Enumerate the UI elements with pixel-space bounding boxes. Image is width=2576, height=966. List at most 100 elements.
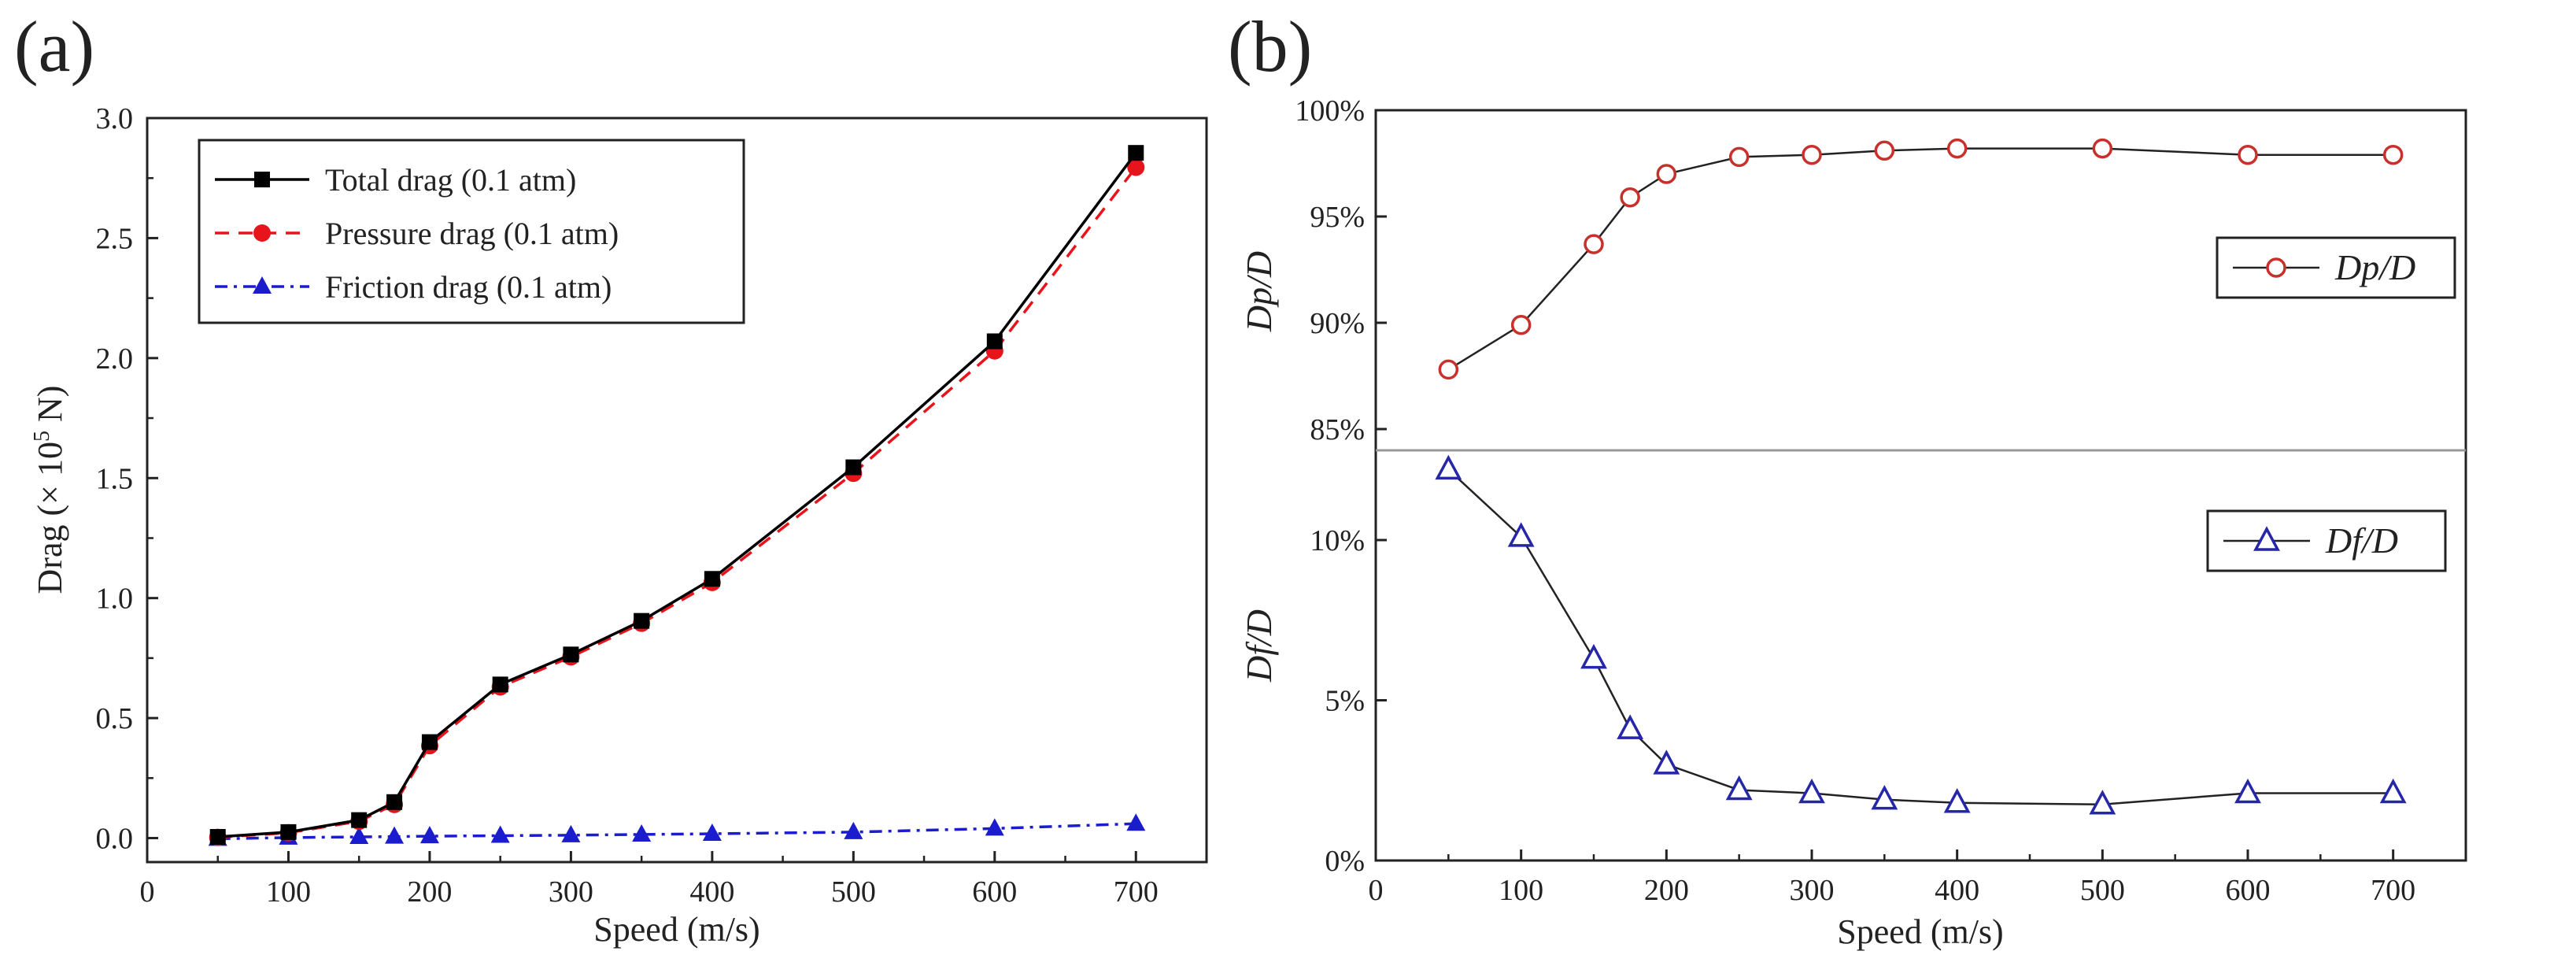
panel-b-sub1-y-tick-label: 0% [1325,845,1365,878]
panel-b-x-axis-title: Speed (m/s) [1837,912,2003,951]
panel-b-sub0-point-2 [1584,234,1604,254]
panel-a-x-tick-label: 300 [549,875,593,909]
panel-b-x-tick-label: 0 [1369,874,1384,907]
panel-a-point-s0-9 [845,459,862,476]
panel-b-bottom-y-axis-title: Df/D [1239,609,1279,683]
panel-b-x-tick-label: 600 [2226,874,2271,907]
panel-b-x-tick-label: 700 [2371,874,2415,907]
panel-a-y-tick-label: 1.5 [96,462,134,495]
panel-a-point-s0-6 [563,646,579,663]
panel-a-point-s2-8 [702,824,722,842]
panel-a-point-s0-11 [1128,145,1144,161]
panel-a-y-tick-label: 3.0 [96,102,134,135]
panel-a-point-s2-10 [985,818,1004,836]
panel-a-point-s2-6 [561,824,581,842]
panel-a-point-s1-11 [1127,158,1145,176]
panel-b-sub0-y-tick-label: 85% [1310,413,1365,446]
panel-a-point-s2-3 [385,826,405,844]
panel-b-plot-frame [1374,109,2467,862]
panel-a-point-s2-7 [632,824,652,842]
panel-a-x-axis-title: Speed (m/s) [593,910,759,949]
panel-a-x-tick-label: 600 [972,875,1017,909]
panel-b-sub1-point-8 [1943,788,1971,813]
panel-b-sub0-legend-label: Dp/D [2334,247,2415,287]
panel-a-series-line-2 [217,822,1136,841]
panel-b-sub0-point-0 [1438,359,1459,380]
panel-a-legend-marker-1 [253,224,271,242]
panel-b-sub0-point-5 [1728,146,1750,168]
panel-b-top-y-axis-title: Dp/D [1239,251,1279,332]
panel-a-x-tick-label: 200 [407,875,452,909]
panel-b-sub1-y-tick-label: 5% [1325,684,1365,717]
panel-b-sub1-point-10 [2234,778,2261,804]
panel-a-chart: 0 100 200 300 400 500 600 700 0.0 0.5 1.0 1.5 2.0 2.5… [96,102,1159,909]
panel-a-point-s0-1 [280,824,297,840]
panel-b-sub0-point-9 [2092,138,2113,159]
panel-a-point-s0-10 [986,333,1003,350]
panel-b-sub0-legend-marker [2266,257,2286,278]
panel-a-point-s0-2 [351,812,368,828]
panel-a-x-tick-label: 500 [831,875,876,909]
panel-a-point-s2-11 [1126,813,1146,831]
panel-b-x-tick-label: 500 [2080,874,2125,907]
panel-b-sub1-series-line [1447,468,2393,806]
panel-a-y-tick-label: 0.0 [96,823,134,856]
panel-a-x-tick-label: 700 [1114,875,1159,909]
panel-a-point-s2-9 [844,821,863,839]
panel-a-legend-marker-0 [254,172,270,187]
panel-a-x-tick-label: 0 [140,875,155,909]
panel-b-x-tick-label: 200 [1644,874,1689,907]
panel-a-series-line-0 [217,152,1137,838]
panel-a-y-tick-label: 2.5 [96,222,134,255]
panel-b-sub0-y-tick-label: 90% [1310,307,1365,340]
panel-a-point-s2-4 [419,826,439,844]
panel-a-legend-label-2: Friction drag (0.1 atm) [325,269,612,305]
panel-b-sub0-y-tick-label: 95% [1310,201,1365,234]
panel-a-point-s0-7 [634,613,650,629]
panel-b-sub0-point-3 [1620,187,1640,208]
panel-b-x-tick-label: 300 [1790,874,1835,907]
panel-b-sub1-point-11 [2379,778,2407,804]
panel-b-sub0-series-line [1447,147,2393,371]
panel-b-sub0-point-7 [1874,140,1895,161]
panel-a-y-tick-label: 0.5 [96,702,134,735]
panel-a-y-tick-label: 1.0 [96,583,134,616]
panel-a-point-s2-5 [490,825,510,843]
panel-a-legend-marker-2 [253,276,272,294]
panel-b-sub0-point-1 [1510,314,1532,335]
panel-a-point-s0-0 [209,828,226,845]
panel-a-point-s0-4 [421,734,438,750]
panel-a-x-tick-label: 400 [689,875,734,909]
panel-a-point-s0-3 [386,794,403,810]
panel-b-sub1-legend-marker [2253,526,2280,551]
panel-a-x-tick-label: 100 [266,875,311,909]
panel-b-sub1-point-7 [1871,784,1898,810]
panel-b-label: (b) [1228,6,1312,87]
panel-b-sub1-legend-label: Df/D [2325,520,2398,561]
panel-b-sub0-point-6 [1802,144,1822,165]
panel-b-sub1-point-3 [1617,714,1644,739]
panel-a-legend-box [198,139,745,324]
panel-b-chart: 0 100 200 300 400 500 600 700 85% 90% 95% 100% 0% 5% 1… [1295,94,2456,907]
panel-b-sub1-point-5 [1725,775,1753,801]
panel-b-sub1-point-4 [1653,749,1680,775]
panel-a-point-s0-8 [704,571,720,587]
panel-a-y-axis-title: Drag (× 105 N) [30,386,69,594]
panel-b-sub1-point-1 [1507,522,1535,547]
panel-a-plot-frame [146,117,1208,864]
panel-b-sub1-point-2 [1580,643,1607,669]
panel-b-sub1-point-9 [2089,790,2116,815]
panel-b-sub0-y-tick-label: 100% [1295,94,1365,128]
panel-a-y-tick-label: 2.0 [96,342,134,376]
panel-a-legend-label-0: Total drag (0.1 atm) [325,162,576,198]
panel-b-sub1-y-tick-label: 10% [1310,524,1365,557]
panel-b-sub0-point-11 [2382,144,2404,165]
panel-b-sub1-point-6 [1798,778,1825,804]
panel-a-label: (a) [14,6,94,87]
panel-a-legend-label-1: Pressure drag (0.1 atm) [325,216,619,251]
panel-b-sub1-point-0 [1435,454,1462,480]
panel-b-sub0-point-4 [1656,164,1677,184]
panel-b-sub0-point-10 [2238,144,2258,165]
panel-b-sub0-point-8 [1946,138,1968,159]
